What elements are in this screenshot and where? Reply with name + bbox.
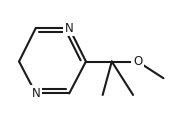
Text: O: O bbox=[133, 55, 142, 68]
Text: N: N bbox=[65, 22, 74, 35]
Text: N: N bbox=[31, 87, 40, 100]
